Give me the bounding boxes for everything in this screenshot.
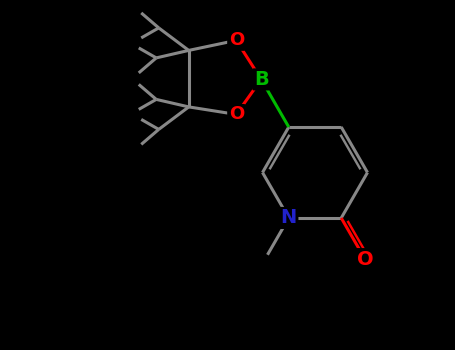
Text: O: O xyxy=(357,250,373,268)
Text: B: B xyxy=(254,70,268,89)
Text: N: N xyxy=(281,209,297,228)
Text: O: O xyxy=(228,32,244,49)
Text: O: O xyxy=(228,105,244,124)
